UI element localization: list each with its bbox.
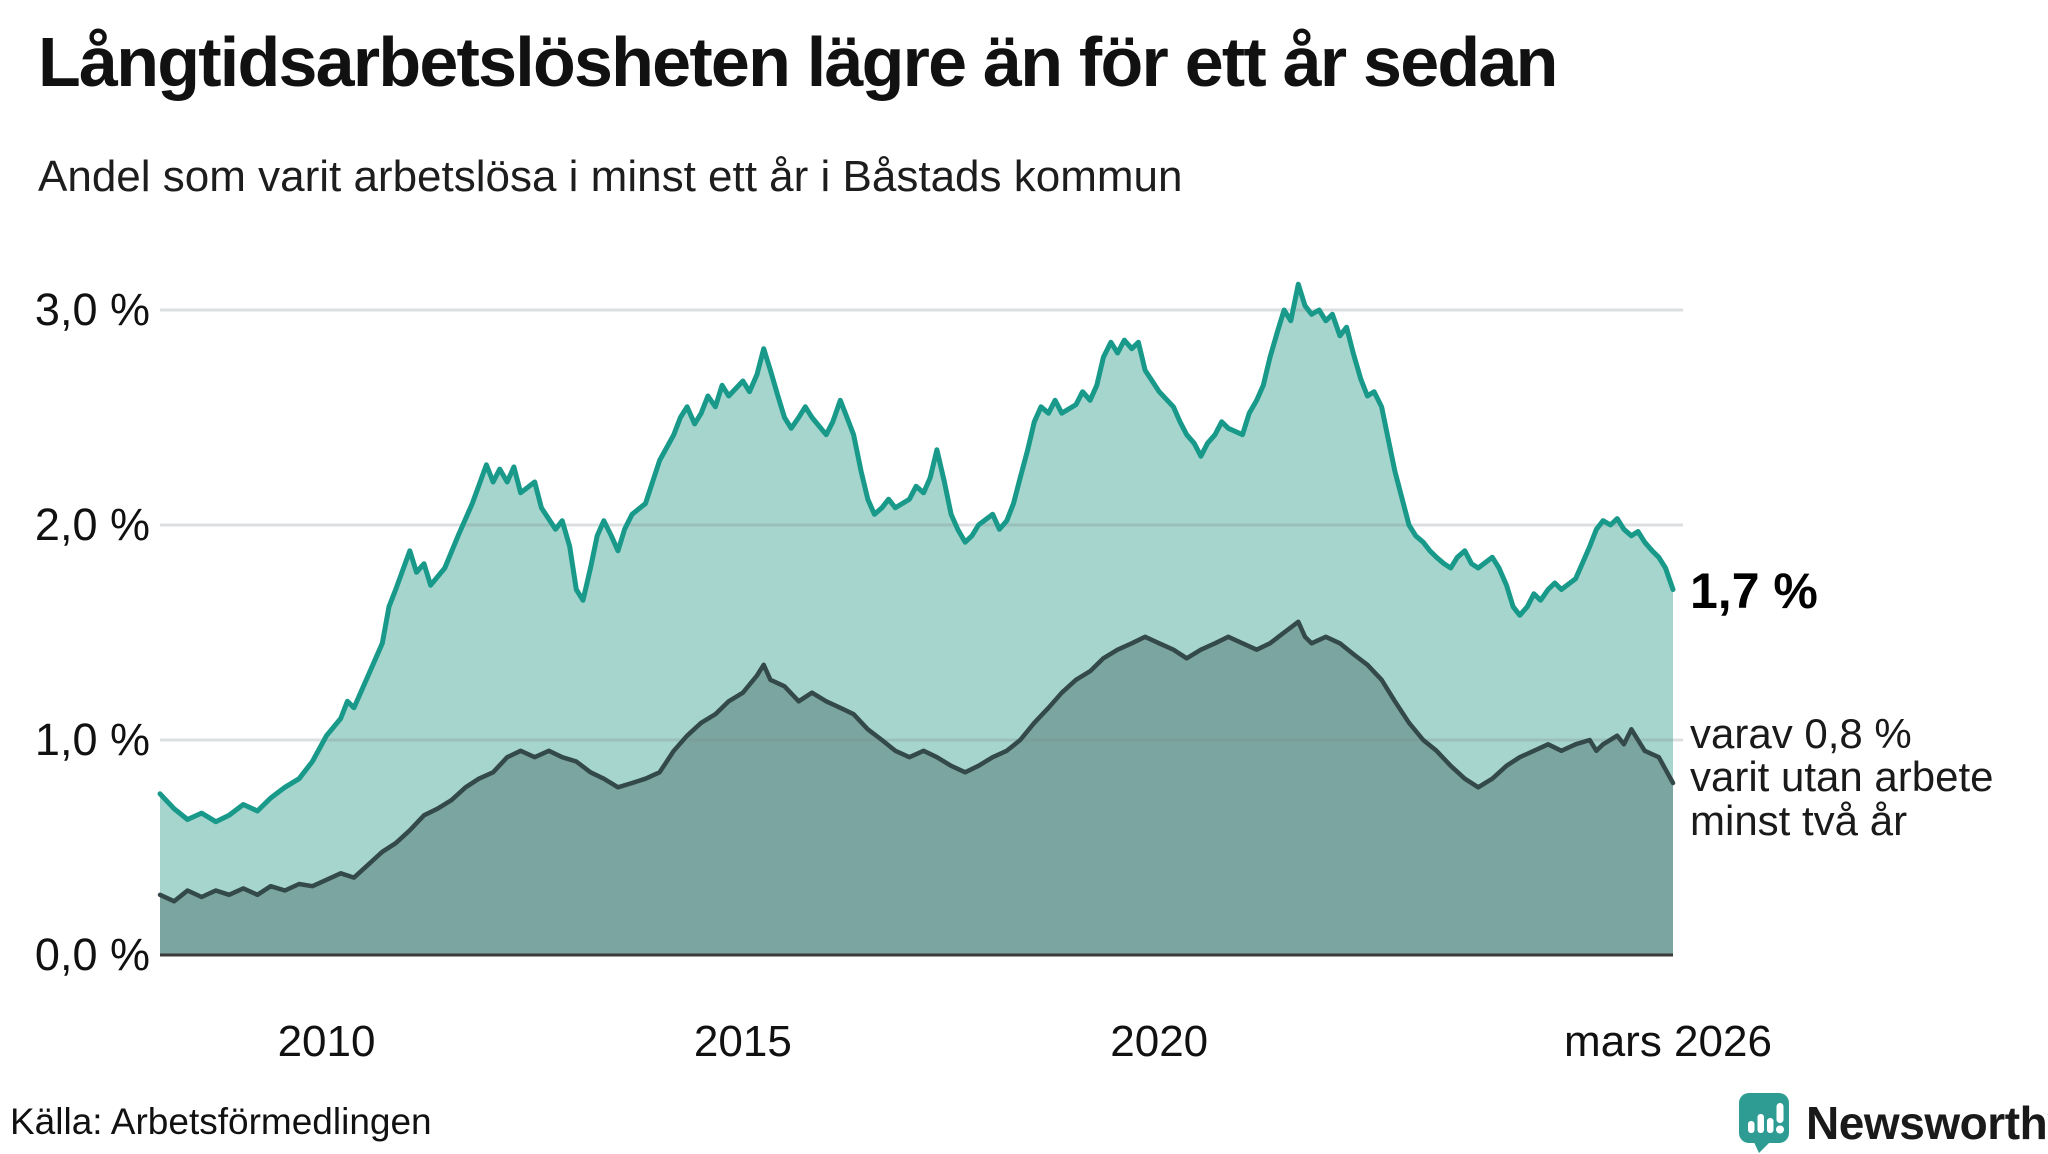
- y-tick-label-0: 0,0 %: [34, 929, 150, 980]
- x-tick-label-2015: 2015: [693, 1017, 792, 1066]
- end-note-line-1: varav 0,8 %: [1690, 710, 1912, 757]
- end-note-line-3: minst två år: [1690, 796, 1908, 844]
- newsworthy-logo-icon: [1739, 1093, 1789, 1153]
- chart-gridlines: [160, 308, 1683, 742]
- newsworthy-logo: Newsworthy: [1738, 1092, 2048, 1154]
- newsworthy-logo-text: Newsworthy: [1806, 1097, 2048, 1149]
- series-end-note-annotation: varav 0,8 % varit utan arbete minst två …: [1690, 712, 1994, 842]
- line-series-1: [157, 281, 1676, 825]
- page-title: Långtidsarbetslösheten lägre än för ett …: [38, 23, 1558, 101]
- chart-area-fills: [160, 284, 1673, 955]
- y-tick-label-2: 2,0 %: [34, 499, 150, 550]
- x-tick-label-mars-2026: mars 2026: [1564, 1017, 1772, 1066]
- source-credit: Källa: Arbetsförmedlingen: [10, 1101, 432, 1142]
- area-fill-series-2: [160, 621, 1673, 955]
- line-series-2: [157, 619, 1676, 904]
- page-subtitle: Andel som varit arbetslösa i minst ett å…: [38, 152, 1183, 201]
- y-tick-label-1: 1,0 %: [34, 714, 150, 765]
- end-note-line-2: varit utan arbete: [1690, 753, 1994, 801]
- y-tick-label-3: 3,0 %: [34, 284, 150, 335]
- x-tick-label-2010: 2010: [277, 1017, 376, 1066]
- series-end-value-annotation: 1,7 %: [1690, 563, 1818, 619]
- chart-series-lines: [157, 281, 1676, 904]
- x-tick-label-2020: 2020: [1110, 1017, 1209, 1066]
